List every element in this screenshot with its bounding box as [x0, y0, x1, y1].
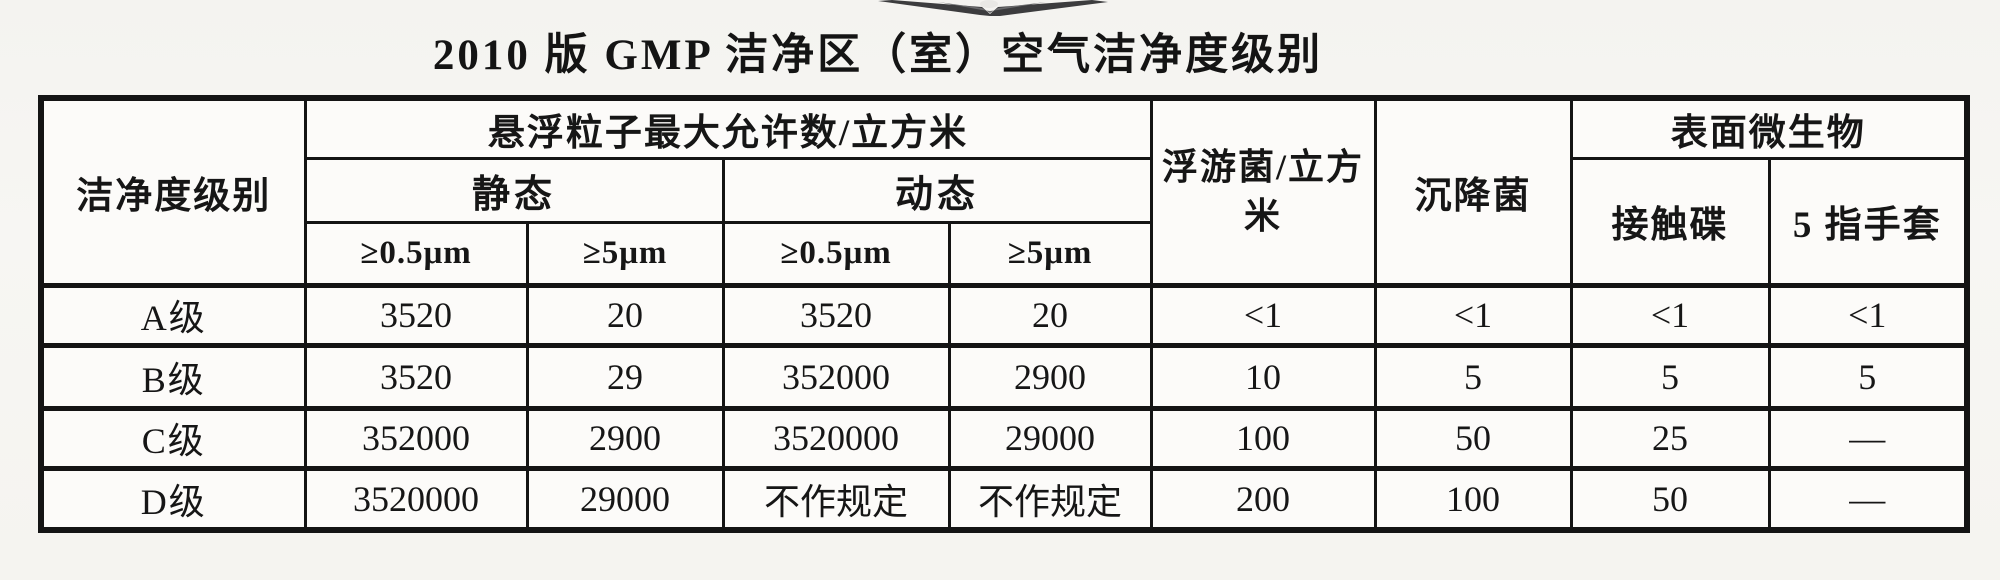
table-cell: 10 [1149, 342, 1377, 410]
table-row-grade-c: C级 352000 2900 3520000 29000 100 50 25 — [39, 405, 1969, 470]
table-cell: 5 [1569, 342, 1771, 410]
row-level-label: D级 [39, 465, 307, 532]
table-cell: 50 [1569, 465, 1771, 532]
table-row-grade-a: A级 3520 20 3520 20 <1 <1 <1 <1 [39, 282, 1969, 347]
table-cell: <1 [1767, 282, 1969, 347]
row-level-label: C级 [39, 405, 307, 470]
table-cell: 20 [525, 282, 725, 347]
table-cell: — [1767, 405, 1969, 470]
table-row-grade-d: D级 3520000 29000 不作规定 不作规定 200 100 50 — [39, 465, 1969, 532]
header-dynamic-ge05um: ≥0.5μm [721, 220, 951, 287]
table-cell: 352000 [303, 405, 529, 470]
table-cell: 3520 [721, 282, 951, 347]
emblem-bottom-fragment-icon [878, 0, 1108, 16]
header-static: 静态 [303, 156, 725, 224]
table-body: A级 3520 20 3520 20 <1 <1 <1 <1 B级 3520 2… [39, 282, 1969, 532]
header-airborne-bacteria: 浮游菌/立方米 [1149, 96, 1377, 287]
row-level-label: A级 [39, 282, 307, 347]
header-row-groups: 洁净度级别 悬浮粒子最大允许数/立方米 浮游菌/立方米 沉降菌 表面微生物 [39, 96, 1969, 287]
row-level-label: B级 [39, 342, 307, 410]
table-cell: 3520000 [721, 405, 951, 470]
header-five-finger-glove: 5 指手套 [1767, 156, 1969, 287]
table-cell: 不作规定 [947, 465, 1153, 532]
table-cell: 3520 [303, 282, 529, 347]
table-cell: 2900 [947, 342, 1153, 410]
table-cell: 352000 [721, 342, 951, 410]
header-cleanliness-level: 洁净度级别 [39, 96, 307, 287]
table-cell: 3520 [303, 342, 529, 410]
header-contact-plate: 接触碟 [1569, 156, 1771, 287]
table-cell: 50 [1373, 405, 1573, 470]
table-cell: — [1767, 465, 1969, 532]
table-cell: <1 [1149, 282, 1377, 347]
table-cell: <1 [1373, 282, 1573, 347]
header-particles-group: 悬浮粒子最大允许数/立方米 [303, 96, 1153, 160]
table-cell: 29000 [525, 465, 725, 532]
header-settling-bacteria: 沉降菌 [1373, 96, 1573, 287]
header-row-particle-sizes: ≥0.5μm ≥5μm ≥0.5μm ≥5μm [41, 220, 1967, 287]
table-cell: 5 [1767, 342, 1969, 410]
table-cell: 29 [525, 342, 725, 410]
table-row-grade-b: B级 3520 29 352000 2900 10 5 5 5 [39, 342, 1969, 410]
table-cell: 3520000 [303, 465, 529, 532]
table-cell: 100 [1373, 465, 1573, 532]
header-dynamic: 动态 [721, 156, 1153, 224]
header-surface-microbes-group: 表面微生物 [1569, 96, 1969, 160]
table-cell: 200 [1149, 465, 1377, 532]
table-cell: 20 [947, 282, 1153, 347]
header-static-ge05um: ≥0.5μm [303, 220, 529, 287]
table-cell: 5 [1373, 342, 1573, 410]
header-static-ge5um: ≥5μm [525, 220, 725, 287]
table-cell: 不作规定 [721, 465, 951, 532]
table-cell: 25 [1569, 405, 1771, 470]
table-cell: <1 [1569, 282, 1771, 347]
table-header: 洁净度级别 悬浮粒子最大允许数/立方米 浮游菌/立方米 沉降菌 表面微生物 静态… [39, 96, 1969, 287]
table-cell: 100 [1149, 405, 1377, 470]
table-cell: 29000 [947, 405, 1153, 470]
table-cell: 2900 [525, 405, 725, 470]
page-title: 2010 版 GMP 洁净区（室）空气洁净度级别 [432, 32, 1324, 79]
header-dynamic-ge5um: ≥5μm [947, 220, 1153, 287]
gmp-cleanliness-table: 洁净度级别 悬浮粒子最大允许数/立方米 浮游菌/立方米 沉降菌 表面微生物 静态… [38, 95, 1971, 533]
header-row-conditions: 静态 动态 接触碟 5 指手套 [41, 156, 1969, 287]
